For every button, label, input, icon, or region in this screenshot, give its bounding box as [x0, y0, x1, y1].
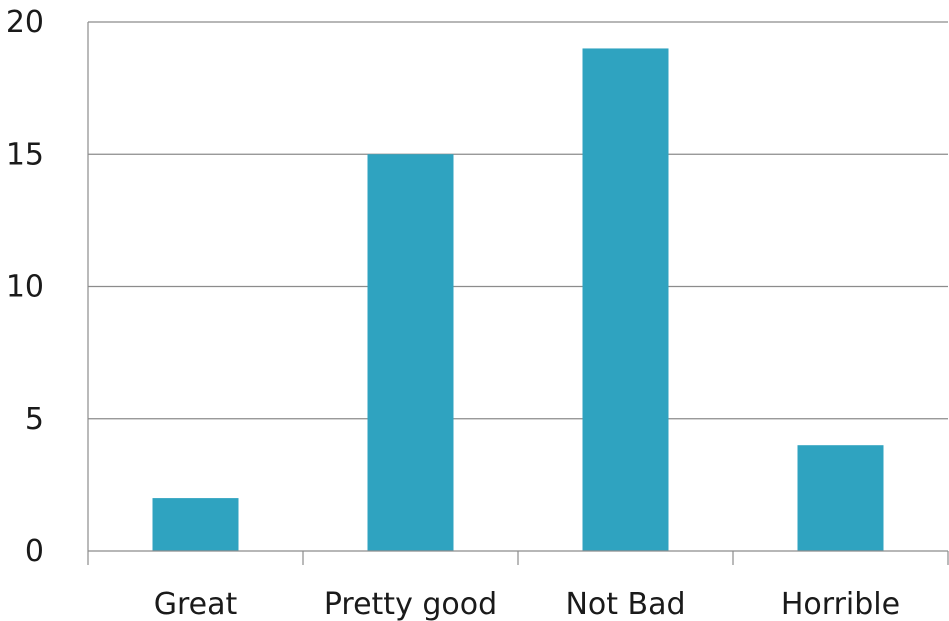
- x-tick-label: Horrible: [781, 587, 900, 621]
- bars: [152, 48, 884, 551]
- y-tick-label: 15: [6, 137, 44, 172]
- bar-great: [152, 498, 239, 551]
- x-tick-label: Not Bad: [565, 587, 685, 621]
- gridlines: [88, 21, 948, 420]
- y-tick-label: 10: [6, 270, 44, 305]
- y-tick-label: 0: [25, 534, 44, 569]
- x-axis: [87, 22, 949, 565]
- bar-not-bad: [582, 48, 669, 551]
- x-tick-label: Great: [154, 587, 238, 621]
- y-tick-label: 20: [6, 5, 44, 40]
- x-tick-label: Pretty good: [324, 587, 497, 621]
- y-tick-labels: 0 5 10 15 20: [6, 5, 44, 569]
- y-tick-label: 5: [25, 402, 44, 437]
- bar-horrible: [797, 445, 884, 551]
- bar-pretty-good: [367, 154, 454, 551]
- x-tick-labels: Great Pretty good Not Bad Horrible: [154, 587, 900, 621]
